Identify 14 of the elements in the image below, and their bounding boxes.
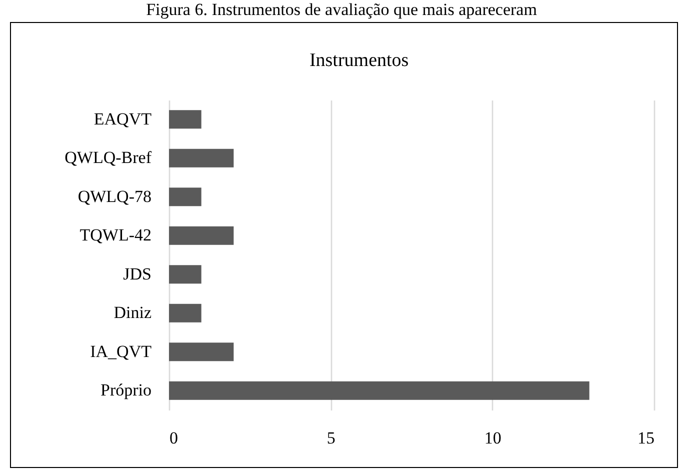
y-tick-label: QWLQ-Bref <box>64 148 152 168</box>
text: Figura 6. Instrumentos de avaliação que mais apareceram <box>145 0 538 20</box>
y-tick-label: TQWL-42 <box>80 226 152 245</box>
x-tick-label: 15 <box>638 428 654 448</box>
y-tick-label: IA_QVT <box>90 342 152 361</box>
x-tick-label: 5 <box>326 428 336 448</box>
y-tick-label: QWLQ-78 <box>78 186 152 206</box>
y-tick-label: JDS <box>123 264 152 284</box>
y-tick-label: Próprio <box>100 380 152 400</box>
y-tick-label: EAQVT <box>94 109 152 128</box>
x-tick-label: 10 <box>484 428 502 448</box>
y-tick-label: Diniz <box>114 303 152 322</box>
x-tick-label: 0 <box>170 428 178 448</box>
chart-title: Instrumentos <box>309 50 409 71</box>
